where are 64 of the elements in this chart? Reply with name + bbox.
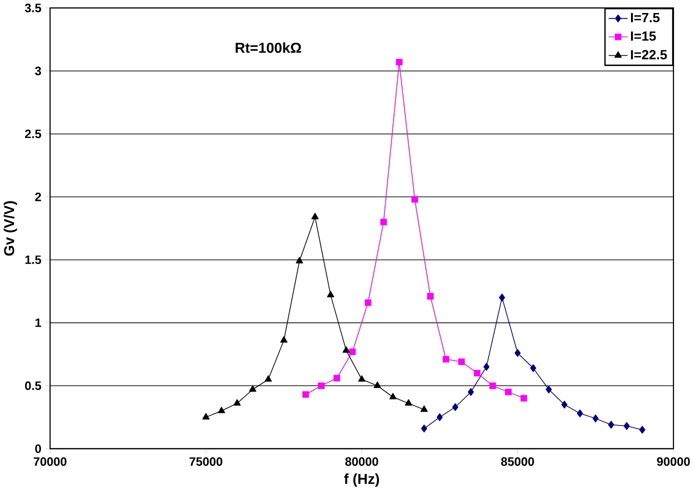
point bbox=[468, 388, 474, 396]
x-tick-label: 70000 bbox=[34, 457, 66, 466]
y-tick-label: 3.5 bbox=[24, 3, 42, 12]
x-axis-title: f (Hz) bbox=[344, 473, 379, 487]
point bbox=[318, 382, 325, 389]
point bbox=[311, 212, 319, 220]
point bbox=[520, 394, 528, 402]
point bbox=[592, 414, 599, 422]
point bbox=[326, 290, 334, 298]
point bbox=[474, 370, 480, 376]
point bbox=[334, 374, 340, 382]
point bbox=[561, 400, 568, 408]
point bbox=[505, 388, 512, 396]
legend-label: I=7.5 bbox=[630, 12, 660, 22]
point bbox=[364, 299, 372, 306]
point bbox=[427, 292, 434, 300]
point bbox=[302, 391, 309, 398]
y-tick-label: 0.5 bbox=[25, 381, 42, 390]
point bbox=[624, 422, 630, 430]
point bbox=[420, 405, 428, 412]
point bbox=[380, 218, 387, 226]
point bbox=[483, 362, 490, 370]
point bbox=[499, 293, 506, 302]
point bbox=[280, 336, 288, 342]
point bbox=[514, 348, 521, 357]
point bbox=[349, 348, 356, 355]
point bbox=[296, 256, 304, 264]
y-tick-label: 1.5 bbox=[25, 255, 42, 264]
point bbox=[374, 381, 381, 388]
x-tick-label: 90000 bbox=[657, 457, 690, 466]
point bbox=[452, 402, 458, 411]
y-tick-label: 2.5 bbox=[25, 129, 42, 138]
x-tick-label: 80000 bbox=[345, 457, 378, 466]
y-tick-label: 0 bbox=[35, 444, 41, 453]
y-tick-label: 2 bbox=[35, 192, 41, 201]
point bbox=[218, 406, 226, 413]
point bbox=[442, 356, 450, 362]
y-tick-label: 1 bbox=[35, 318, 42, 327]
point bbox=[530, 364, 536, 372]
annotation: Rt=100kΩ bbox=[236, 42, 302, 53]
point bbox=[396, 58, 402, 66]
point bbox=[389, 392, 397, 400]
point bbox=[404, 398, 412, 406]
point bbox=[546, 385, 552, 394]
point bbox=[412, 196, 418, 202]
point bbox=[249, 385, 256, 392]
point bbox=[458, 358, 465, 365]
legend-label: I=22.5 bbox=[630, 50, 667, 60]
point bbox=[421, 424, 428, 432]
point bbox=[358, 375, 366, 382]
y-tick-label: 3 bbox=[35, 66, 42, 75]
point bbox=[489, 382, 496, 389]
x-tick-label: 75000 bbox=[190, 457, 222, 466]
point bbox=[608, 420, 614, 428]
point bbox=[202, 412, 210, 420]
point bbox=[436, 413, 443, 421]
x-tick-label: 85000 bbox=[501, 457, 534, 466]
point bbox=[264, 375, 272, 382]
y-axis-title: Gv (V/V) bbox=[4, 200, 18, 256]
point bbox=[233, 398, 241, 406]
point bbox=[342, 346, 350, 352]
legend-label: I=15 bbox=[630, 31, 656, 41]
point bbox=[639, 426, 646, 434]
point bbox=[576, 409, 583, 418]
